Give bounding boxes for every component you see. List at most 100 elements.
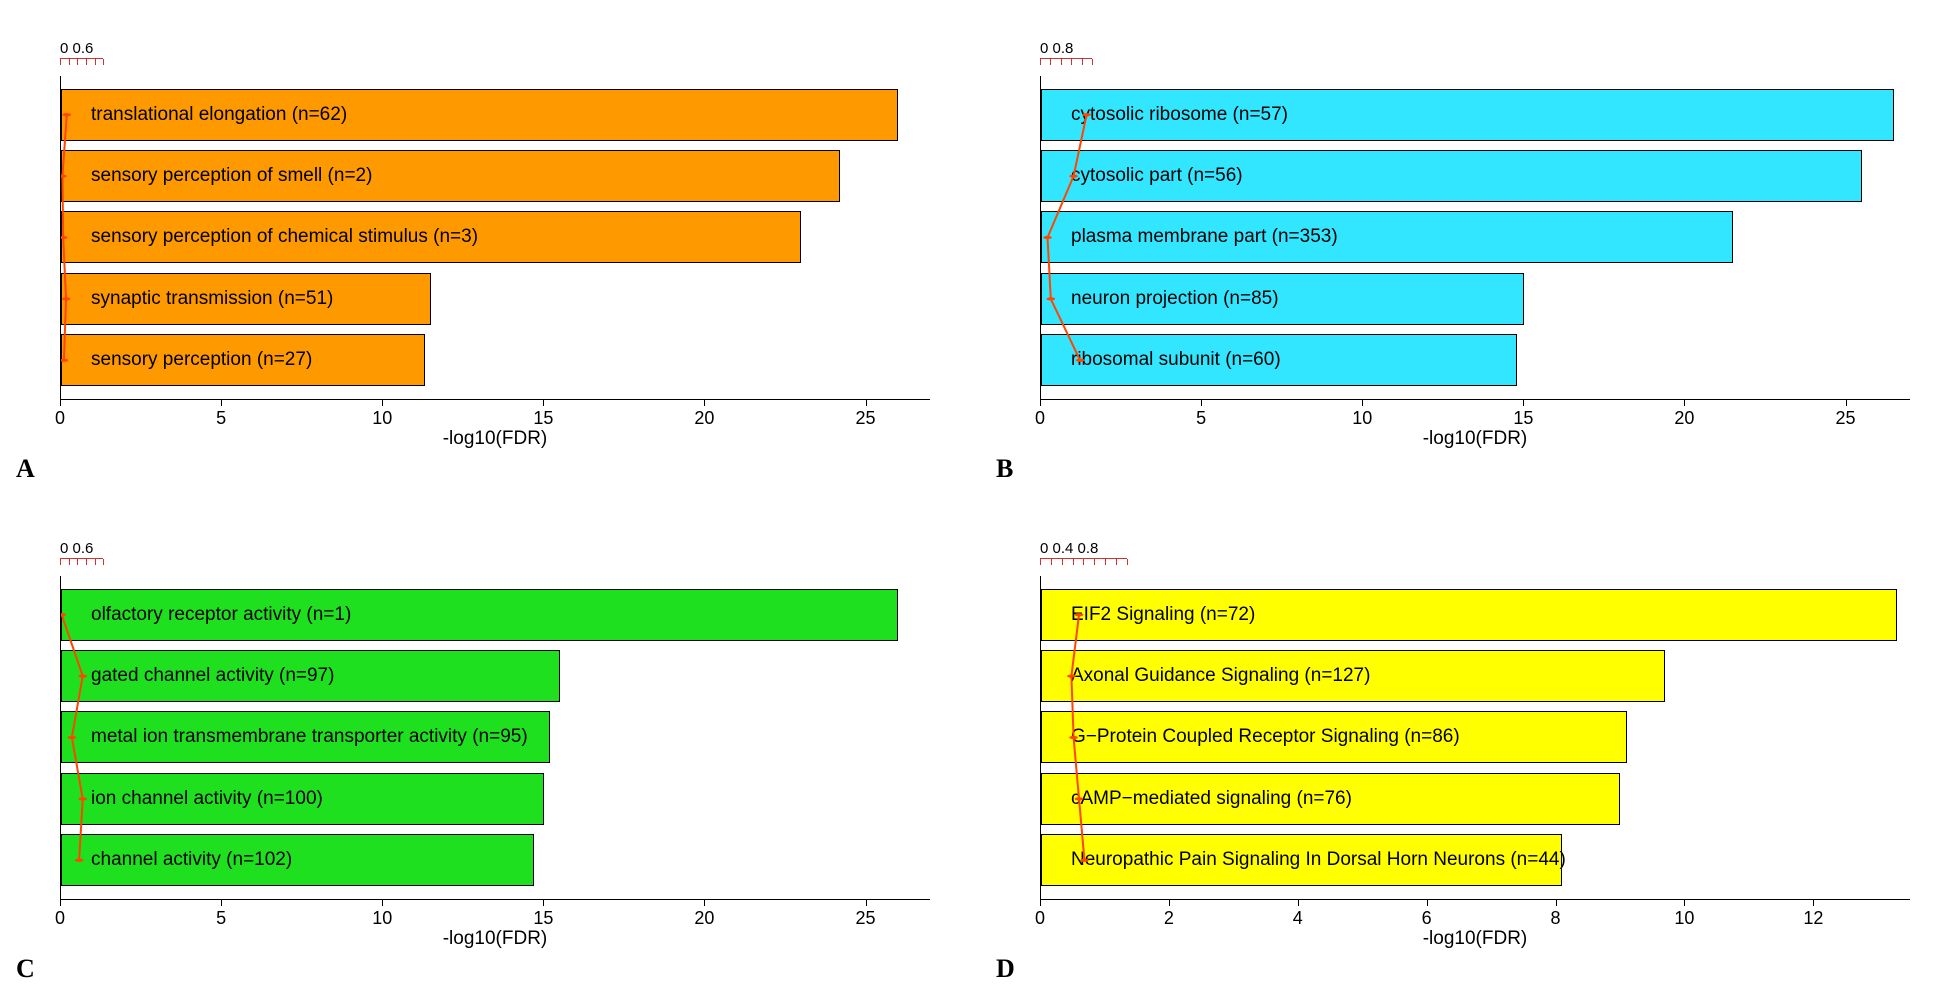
x-tick <box>1523 400 1524 406</box>
bar-row: translational elongation (n=62) <box>61 89 930 141</box>
x-tick-label: 0 <box>1035 908 1045 929</box>
x-tick <box>1040 900 1041 906</box>
x-tick <box>382 900 383 906</box>
bar-row: channel activity (n=102) <box>61 834 930 886</box>
x-tick <box>60 900 61 906</box>
x-tick-label: 20 <box>694 908 714 929</box>
x-tick <box>866 900 867 906</box>
x-axis-label: -log10(FDR) <box>1423 928 1528 950</box>
bar-label: sensory perception of smell (n=2) <box>91 165 372 187</box>
x-tick-label: 10 <box>372 408 392 429</box>
x-tick <box>1298 900 1299 906</box>
bar-label: synaptic transmission (n=51) <box>91 288 333 310</box>
x-tick-label: 5 <box>1196 408 1206 429</box>
chart-box: 0 0.4 0.8 EIF2 Signaling (n=72) Axonal Gui… <box>1040 540 1910 950</box>
x-tick-label: 0 <box>55 408 65 429</box>
x-tick <box>1684 400 1685 406</box>
x-tick <box>1556 900 1557 906</box>
bar-row: G−Protein Coupled Receptor Signaling (n=… <box>1041 711 1910 763</box>
bar-label: gated channel activity (n=97) <box>91 665 334 687</box>
bar-label: ion channel activity (n=100) <box>91 788 323 810</box>
bar-label: Axonal Guidance Signaling (n=127) <box>1071 665 1370 687</box>
bar-label: cytosolic part (n=56) <box>1071 165 1243 187</box>
x-tick-label: 4 <box>1293 908 1303 929</box>
bar-label: channel activity (n=102) <box>91 849 292 871</box>
bar-label: metal ion transmembrane transporter acti… <box>91 726 528 748</box>
x-tick-label: 8 <box>1551 908 1561 929</box>
bar-row: gated channel activity (n=97) <box>61 650 930 702</box>
bars-container: cytosolic ribosome (n=57) cytosolic part … <box>1041 76 1910 399</box>
bar-label: neuron projection (n=85) <box>1071 288 1279 310</box>
panel-letter: C <box>16 954 35 984</box>
bar-label: olfactory receptor activity (n=1) <box>91 604 351 626</box>
x-tick-label: 25 <box>856 408 876 429</box>
top-scale-labels: 0 0.8 <box>1040 40 1073 57</box>
x-tick-label: 10 <box>1352 408 1372 429</box>
x-tick-label: 15 <box>533 408 553 429</box>
x-tick <box>1201 400 1202 406</box>
top-scale-ticks <box>60 558 103 569</box>
top-scale-ticks <box>1040 558 1127 569</box>
x-tick <box>543 400 544 406</box>
x-tick <box>60 400 61 406</box>
bar-label: cytosolic ribosome (n=57) <box>1071 104 1288 126</box>
x-tick-label: 20 <box>1674 408 1694 429</box>
x-tick <box>1684 900 1685 906</box>
bar-label: plasma membrane part (n=353) <box>1071 226 1338 248</box>
x-tick-label: 5 <box>216 908 226 929</box>
x-tick-label: 20 <box>694 408 714 429</box>
bar-row: cytosolic part (n=56) <box>1041 150 1910 202</box>
panel-c: C0 0.6olfactory receptor activity (n=1)g… <box>20 520 940 980</box>
x-tick <box>866 400 867 406</box>
x-tick-label: 25 <box>856 908 876 929</box>
x-axis: 0510152025-log10(FDR) <box>60 400 930 450</box>
bar-row: cytosolic ribosome (n=57) <box>1041 89 1910 141</box>
panel-letter: A <box>16 454 35 484</box>
bar-label: sensory perception (n=27) <box>91 349 312 371</box>
bar-row: sensory perception of smell (n=2) <box>61 150 930 202</box>
plot-area: olfactory receptor activity (n=1) gated c… <box>60 576 930 900</box>
x-tick-label: 12 <box>1803 908 1823 929</box>
panel-d: D0 0.4 0.8EIF2 Signaling (n=72)Axonal Gu… <box>1000 520 1920 980</box>
plot-area: translational elongation (n=62) sensory p… <box>60 76 930 400</box>
x-tick-label: 15 <box>1513 408 1533 429</box>
bar-label: G−Protein Coupled Receptor Signaling (n=… <box>1071 726 1460 748</box>
chart-box: 0 0.6 translational elongation (n=62) sens… <box>60 40 930 450</box>
plot-area: EIF2 Signaling (n=72) Axonal Guidance Sig… <box>1040 576 1910 900</box>
x-tick <box>1427 900 1428 906</box>
bar-row: sensory perception (n=27) <box>61 334 930 386</box>
bar-label: cAMP−mediated signaling (n=76) <box>1071 788 1352 810</box>
x-tick-label: 25 <box>1836 408 1856 429</box>
bar-row: synaptic transmission (n=51) <box>61 273 930 325</box>
top-scale-labels: 0 0.6 <box>60 40 93 57</box>
bar-row: ribosomal subunit (n=60) <box>1041 334 1910 386</box>
x-axis: 024681012-log10(FDR) <box>1040 900 1910 950</box>
x-tick <box>704 400 705 406</box>
bars-container: EIF2 Signaling (n=72) Axonal Guidance Sig… <box>1041 576 1910 899</box>
x-tick <box>221 400 222 406</box>
panel-letter: D <box>996 954 1015 984</box>
panel-letter: B <box>996 454 1013 484</box>
x-tick <box>382 400 383 406</box>
bar-row: olfactory receptor activity (n=1) <box>61 589 930 641</box>
x-tick-label: 10 <box>1674 908 1694 929</box>
top-scale-ticks <box>1040 58 1092 69</box>
bar-label: sensory perception of chemical stimulus … <box>91 226 478 248</box>
bar-row: ion channel activity (n=100) <box>61 773 930 825</box>
top-scale-labels: 0 0.4 0.8 <box>1040 540 1098 557</box>
top-scale-labels: 0 0.6 <box>60 540 93 557</box>
x-axis-label: -log10(FDR) <box>443 428 548 450</box>
panel-b: B0 0.8cytosolic ribosome (n=57)cytosolic… <box>1000 20 1920 480</box>
bar-row: neuron projection (n=85) <box>1041 273 1910 325</box>
x-axis: 0510152025-log10(FDR) <box>60 900 930 950</box>
bar-label: EIF2 Signaling (n=72) <box>1071 604 1255 626</box>
bar-label: ribosomal subunit (n=60) <box>1071 349 1281 371</box>
x-axis-label: -log10(FDR) <box>443 928 548 950</box>
bars-container: olfactory receptor activity (n=1) gated c… <box>61 576 930 899</box>
x-tick <box>1846 400 1847 406</box>
bars-container: translational elongation (n=62) sensory p… <box>61 76 930 399</box>
x-tick <box>221 900 222 906</box>
bar-row: Neuropathic Pain Signaling In Dorsal Hor… <box>1041 834 1910 886</box>
panel-a: A0 0.6translational elongation (n=62)sen… <box>20 20 940 480</box>
plot-area: cytosolic ribosome (n=57) cytosolic part … <box>1040 76 1910 400</box>
